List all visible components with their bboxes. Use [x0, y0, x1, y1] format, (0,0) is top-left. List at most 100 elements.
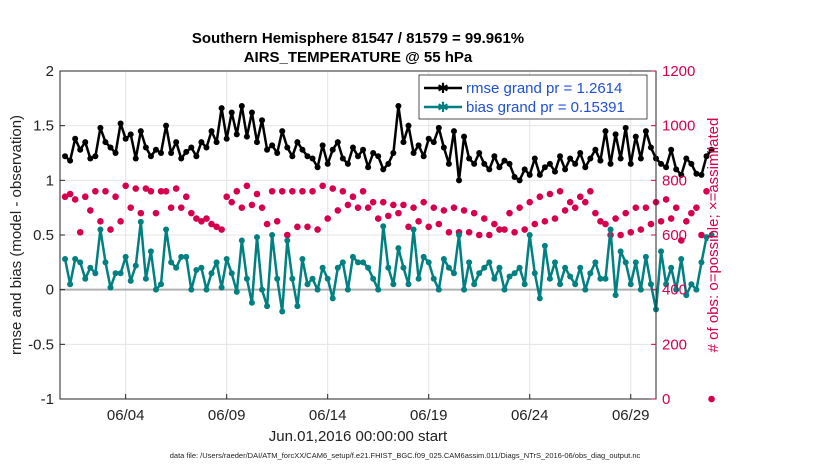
obs-assimilated-point	[496, 226, 503, 233]
obs-assimilated-point	[526, 198, 534, 206]
rmse-point	[597, 157, 604, 164]
rmse-point	[279, 128, 286, 135]
rmse-point	[228, 109, 235, 116]
bias-point	[405, 281, 412, 288]
obs-assimilated-point	[344, 201, 352, 209]
rmse-point	[92, 153, 99, 160]
rmse-point	[334, 139, 341, 146]
obs-assimilated-point	[420, 198, 427, 206]
rmse-point	[72, 135, 79, 142]
bias-point	[198, 264, 205, 271]
bias-point	[183, 253, 190, 260]
obs-assimilated-point	[531, 220, 539, 228]
obs-assimilated-point	[642, 204, 650, 211]
bias-point	[476, 270, 483, 277]
legend-bias-marker: ✱	[437, 99, 449, 115]
obs-assimilated-point	[253, 190, 261, 198]
obs-assimilated-point	[587, 187, 594, 195]
y-tick-label-left: -0.5	[28, 336, 54, 353]
bias-point	[213, 259, 220, 266]
obs-assimilated-point	[677, 237, 685, 244]
rmse-point	[592, 146, 599, 153]
obs-assimilated-point	[369, 198, 377, 206]
bias-point	[208, 270, 215, 277]
bias-point	[334, 264, 341, 271]
bias-point	[390, 281, 397, 288]
bias-point	[269, 232, 276, 238]
rmse-point	[67, 157, 74, 164]
bias-point	[203, 286, 210, 293]
rmse-point	[506, 160, 513, 167]
obs-assimilated-point	[546, 190, 554, 198]
rmse-point	[511, 174, 518, 181]
obs-assimilated-point	[263, 220, 271, 228]
rmse-point	[405, 122, 412, 129]
obs-assimilated-point	[334, 207, 342, 214]
rmse-point	[400, 139, 407, 146]
rmse-point	[355, 153, 361, 160]
bias-point	[678, 256, 685, 263]
obs-assimilated-point	[592, 209, 599, 217]
bias-point	[511, 270, 518, 277]
bias-point	[622, 259, 629, 266]
obs-assimilated-point	[228, 198, 236, 206]
bias-point	[92, 270, 99, 277]
obs-assimilated-point	[662, 196, 670, 203]
rmse-point	[132, 155, 139, 162]
obs-assimilated-point	[127, 204, 135, 211]
obs-assimilated-point	[581, 198, 589, 206]
bias-point	[228, 270, 235, 277]
obs-assimilated-point	[566, 198, 574, 206]
y-tick-label-right: 800	[662, 172, 687, 189]
rmse-point	[632, 133, 639, 140]
rmse-point	[183, 148, 190, 155]
bias-point	[526, 232, 533, 238]
bias-point	[152, 286, 159, 293]
obs-assimilated-point	[147, 187, 155, 195]
obs-assimilated-point	[142, 185, 150, 192]
x-axis-label: Jun.01,2016 00:00:00 start	[269, 428, 448, 445]
obs-assimilated-point	[511, 228, 518, 236]
obs-assimilated-point	[132, 185, 140, 192]
rmse-point	[501, 157, 508, 164]
obs-assimilated-point	[693, 204, 700, 211]
rmse-point	[668, 146, 675, 153]
obs-assimilated-point	[506, 209, 513, 217]
bias-point	[668, 264, 675, 271]
rmse-point	[521, 166, 528, 173]
ticks: 06/04 06/09 06/14 06/19 06/24 06/29 2 1.5 1 0.5 0 -…	[28, 63, 695, 424]
obs-assimilated-point	[81, 193, 89, 201]
bias-point	[440, 256, 447, 263]
obs-assimilated-point	[137, 209, 145, 217]
y-tick-label-left: 1.5	[33, 118, 54, 135]
legend-box	[418, 74, 648, 120]
obs-assimilated-point	[556, 187, 564, 195]
rmse-point	[274, 150, 281, 156]
rmse-point	[486, 166, 493, 173]
rmse-point	[380, 166, 387, 173]
obs-assimilated-point	[445, 228, 453, 236]
rmse-point	[294, 139, 301, 146]
bias-point	[77, 259, 84, 266]
rmse-point	[546, 160, 553, 167]
obs-assimilated-point	[460, 207, 468, 214]
rmse-point	[299, 146, 306, 153]
chart-title: Southern Hemisphere 81547 / 81579 = 99.9…	[192, 30, 524, 47]
bias-point	[506, 273, 513, 280]
rmse-point	[536, 171, 543, 178]
x-tick-label: 06/09	[208, 407, 246, 424]
rmse-point	[188, 144, 195, 151]
bias-point	[339, 259, 346, 266]
obs-assimilated-point	[667, 215, 675, 222]
bias-point	[456, 232, 463, 238]
rmse-point	[541, 164, 548, 171]
obs-assimilated-point	[354, 204, 362, 211]
y-tick-label-right: 0	[662, 391, 670, 408]
obs-assimilated-point	[571, 204, 579, 211]
bias-point	[471, 281, 478, 288]
obs-assimilated-point	[339, 187, 347, 195]
y-tick-label-left: 1	[46, 172, 54, 189]
bias-point	[642, 253, 649, 260]
bias-point	[536, 295, 543, 302]
obs-assimilated-point	[364, 204, 372, 211]
